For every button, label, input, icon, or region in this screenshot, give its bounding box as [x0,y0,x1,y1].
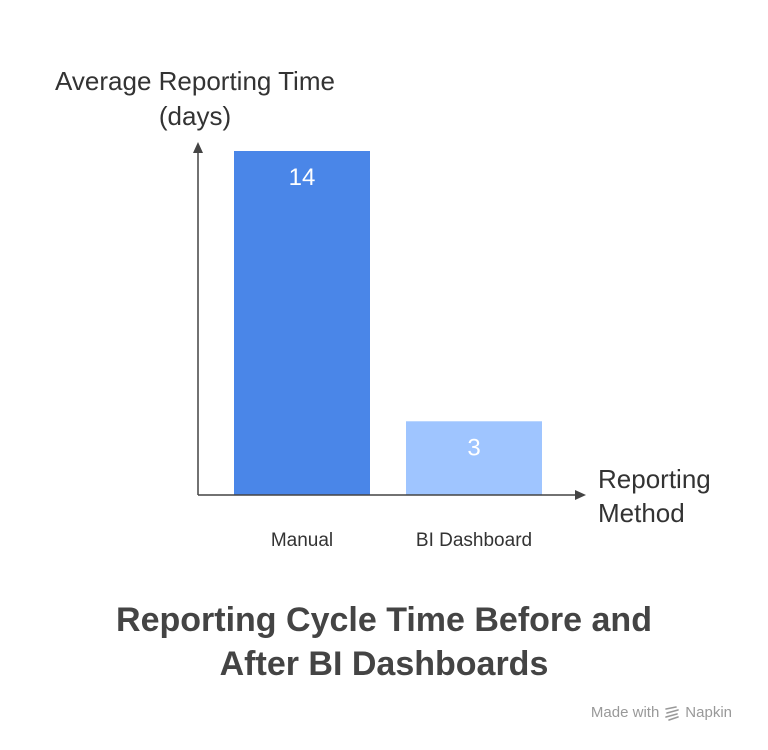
y-axis-label-line-2: (days) [158,101,232,131]
made-with-napkin-watermark: Made with Napkin [591,704,732,721]
x-axis-arrow [575,490,586,500]
bar-bi-dashboard [406,421,542,495]
bar-manual [234,151,370,495]
y-axis-arrow [193,142,203,153]
data-label-manual: 14 [289,164,316,191]
chart-title-line-1: Reporting Cycle Time Before and [116,601,652,639]
napkin-logo-icon [664,705,680,721]
chart-title: Reporting Cycle Time Before and After BI… [0,598,768,686]
bars-group [234,151,542,495]
x-axis-label-line-1: Reporting [598,464,711,494]
data-label-bi-dashboard: 3 [467,434,480,461]
axes-group [193,142,586,500]
y-axis-label-line-1: Average Reporting Time [55,66,335,96]
watermark-prefix: Made with [590,704,660,721]
x-tick-label-bi-dashboard: BI Dashboard [416,530,532,551]
x-tick-label-manual: Manual [271,530,333,551]
labels-group: 14 Manual 3 BI Dashboard [271,164,532,551]
x-axis-label-line-2: Method [598,498,685,528]
watermark-brand: Napkin [685,704,732,721]
chart-title-line-2: After BI Dashboards [219,645,549,683]
y-axis-label: Average Reporting Time (days) [20,64,370,134]
x-axis-label: Reporting Method [598,462,748,530]
